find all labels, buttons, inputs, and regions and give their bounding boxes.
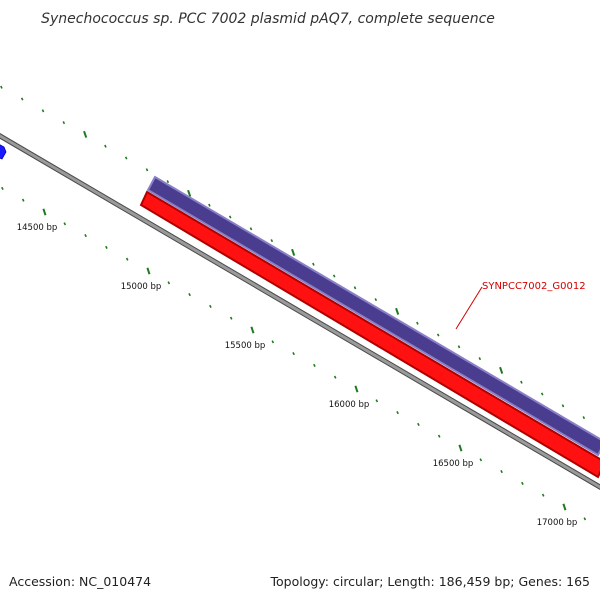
- inner-minor-tick: [541, 493, 545, 497]
- gene-feature-reverse[interactable]: [139, 190, 600, 479]
- outer-minor-tick: [374, 298, 378, 302]
- inner-minor-tick: [396, 411, 399, 415]
- outer-minor-tick: [312, 262, 315, 266]
- outer-minor-tick: [0, 85, 3, 89]
- inner-minor-tick: [167, 281, 171, 285]
- gene-label-group: SYNPCC7002_G0012: [455, 281, 586, 330]
- inner-major-tick: [562, 503, 567, 511]
- inner-minor-tick: [313, 363, 316, 367]
- outer-minor-tick: [208, 203, 211, 207]
- inner-minor-tick: [229, 316, 233, 320]
- outer-minor-tick: [20, 97, 24, 101]
- inner-minor-tick: [209, 304, 212, 308]
- inner-minor-tick: [125, 257, 129, 261]
- outer-minor-tick: [332, 274, 336, 278]
- outer-major-tick: [395, 307, 400, 315]
- outer-minor-tick: [457, 345, 461, 349]
- inner-minor-tick: [521, 481, 524, 485]
- gene-label[interactable]: SYNPCC7002_G0012: [482, 281, 586, 292]
- inner-major-tick: [250, 326, 255, 334]
- outer-major-tick: [291, 248, 296, 256]
- inner-minor-tick: [437, 434, 441, 438]
- inner-minor-tick: [333, 375, 337, 379]
- inner-tick-marks: [1, 186, 587, 521]
- outer-minor-tick: [436, 333, 440, 337]
- inner-minor-tick: [105, 245, 108, 249]
- outer-minor-tick: [478, 357, 482, 361]
- inner-minor-tick: [188, 293, 191, 297]
- map-title: Synechococcus sp. PCC 7002 plasmid pAQ7,…: [41, 11, 495, 27]
- gene-feature-synpcc7002-g0012[interactable]: [146, 175, 600, 457]
- outer-major-tick: [499, 366, 504, 374]
- backbone-line-highlight: [0, 134, 600, 489]
- inner-major-tick: [458, 444, 463, 452]
- outer-major-tick: [187, 189, 192, 197]
- outer-minor-tick: [416, 321, 419, 325]
- inner-minor-tick: [375, 399, 379, 403]
- blue-gene-feature[interactable]: [0, 142, 7, 160]
- accession-text: Accession: NC_010474: [9, 574, 151, 589]
- topology-summary-text: Topology: circular; Length: 186,459 bp; …: [270, 574, 591, 589]
- outer-minor-tick: [353, 286, 357, 290]
- outer-minor-tick: [41, 109, 45, 113]
- gene-features: [0, 142, 600, 479]
- outer-minor-tick: [166, 180, 170, 184]
- outer-minor-tick: [145, 168, 149, 172]
- tick-label: 17000 bp: [537, 518, 578, 528]
- outer-minor-tick: [228, 215, 232, 219]
- tick-label: 16000 bp: [329, 400, 370, 410]
- inner-major-tick: [42, 208, 47, 216]
- outer-minor-tick: [582, 416, 586, 420]
- inner-minor-tick: [1, 186, 4, 190]
- inner-minor-tick: [417, 422, 420, 426]
- outer-major-tick: [83, 130, 88, 138]
- inner-minor-tick: [500, 470, 503, 474]
- inner-minor-tick: [63, 222, 67, 226]
- outer-minor-tick: [540, 392, 544, 396]
- tick-label: 15000 bp: [121, 282, 162, 292]
- tick-label: 14500 bp: [17, 223, 58, 233]
- outer-minor-tick: [62, 121, 66, 125]
- inner-minor-tick: [84, 234, 87, 238]
- outer-tick-marks: [0, 85, 586, 420]
- outer-minor-tick: [104, 144, 107, 148]
- inner-major-tick: [146, 267, 151, 275]
- backbone: [0, 133, 600, 490]
- tick-labels: 14500 bp 15000 bp 15500 bp 16000 bp 16500 bp…: [17, 223, 578, 528]
- inner-minor-tick: [271, 340, 275, 344]
- outer-minor-tick: [270, 239, 274, 243]
- inner-major-tick: [354, 385, 359, 393]
- outer-minor-tick: [249, 227, 253, 231]
- outer-minor-tick: [520, 380, 523, 384]
- inner-minor-tick: [21, 198, 25, 202]
- inner-minor-tick: [479, 458, 483, 462]
- outer-minor-tick: [561, 404, 565, 408]
- tick-label: 16500 bp: [433, 459, 474, 469]
- gene-label-leader: [455, 286, 483, 330]
- inner-minor-tick: [292, 352, 295, 356]
- outer-minor-tick: [124, 156, 128, 160]
- tick-label: 15500 bp: [225, 341, 266, 351]
- inner-minor-tick: [583, 517, 587, 521]
